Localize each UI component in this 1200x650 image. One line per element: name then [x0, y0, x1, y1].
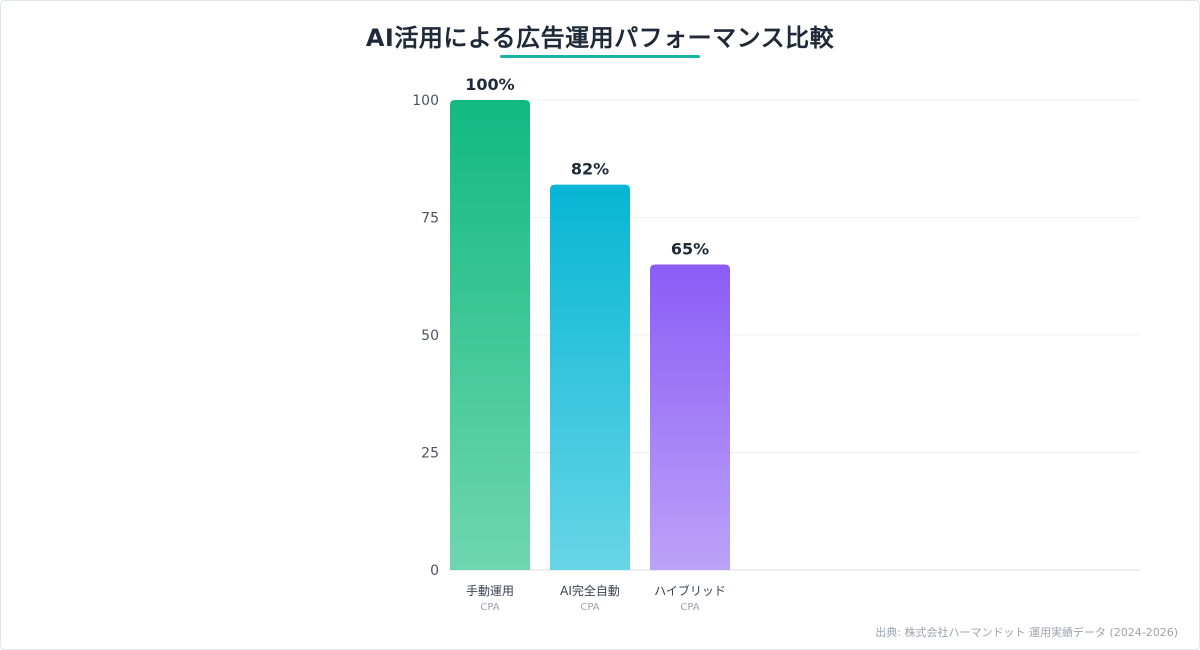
bar [550, 184, 630, 570]
x-tick-sublabel: CPA [580, 602, 599, 613]
chart-title: AI活用による広告運用パフォーマンス比較 [365, 24, 835, 52]
y-tick-label: 75 [421, 211, 439, 227]
x-tick-sublabel: CPA [480, 602, 499, 613]
bar [650, 264, 730, 570]
source-note: 出典: 株式会社ハーマンドット 運用実績データ (2024-2026) [875, 626, 1178, 639]
value-label: 82% [571, 160, 609, 179]
y-tick-label: 0 [430, 563, 439, 579]
y-tick-label: 100 [412, 93, 439, 109]
x-tick-sublabel: CPA [680, 602, 699, 613]
bar [450, 100, 530, 570]
x-tick-label: AI完全自動 [560, 583, 620, 598]
value-label: 65% [671, 240, 709, 259]
x-tick-label: 手動運用 [466, 584, 514, 598]
x-tick-labels: 手動運用 CPA AI完全自動 CPA ハイブリッド CPA [466, 583, 726, 613]
value-label: 100% [465, 75, 514, 94]
value-labels: 100% 82% 65% [465, 75, 709, 259]
y-tick-labels: 0 25 50 75 100 [412, 93, 439, 579]
x-tick-label: ハイブリッド [654, 583, 726, 598]
bars [450, 100, 730, 570]
y-tick-label: 25 [421, 446, 439, 462]
title-underline [500, 55, 700, 58]
y-tick-label: 50 [421, 328, 439, 344]
